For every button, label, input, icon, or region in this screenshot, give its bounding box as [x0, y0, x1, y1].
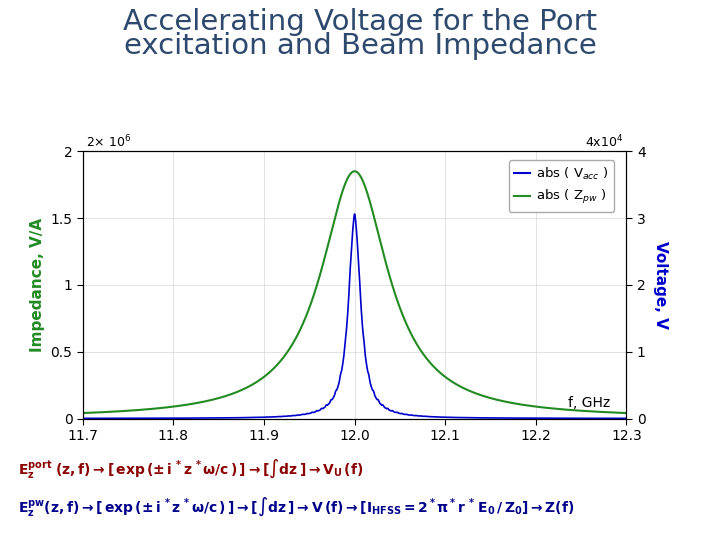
Text: $\mathbf{E^{port}_{z}}$ $\mathbf{(z,f) \rightarrow [ \, exp \, ( \pm \, i \, ^*z: $\mathbf{E^{port}_{z}}$ $\mathbf{(z,f) \… — [18, 458, 364, 480]
Text: 4x10$^4$: 4x10$^4$ — [585, 133, 624, 150]
Text: $\mathbf{E^{pw}_{z}(z,f) \rightarrow [ \, exp \, ( \pm \, i \, ^*z \, ^*\omega/c: $\mathbf{E^{pw}_{z}(z,f) \rightarrow [ \… — [18, 496, 575, 518]
Y-axis label: Voltage, V: Voltage, V — [653, 241, 668, 329]
Y-axis label: Impedance, V/A: Impedance, V/A — [30, 218, 45, 352]
Legend: abs ( V$_{acc}$ ), abs ( Z$_{pw}$ ): abs ( V$_{acc}$ ), abs ( Z$_{pw}$ ) — [509, 160, 614, 212]
Text: f, GHz: f, GHz — [568, 396, 610, 410]
Text: 2$\times$ 10$^6$: 2$\times$ 10$^6$ — [86, 133, 131, 150]
Text: excitation and Beam Impedance: excitation and Beam Impedance — [124, 32, 596, 60]
Text: Accelerating Voltage for the Port: Accelerating Voltage for the Port — [123, 8, 597, 36]
